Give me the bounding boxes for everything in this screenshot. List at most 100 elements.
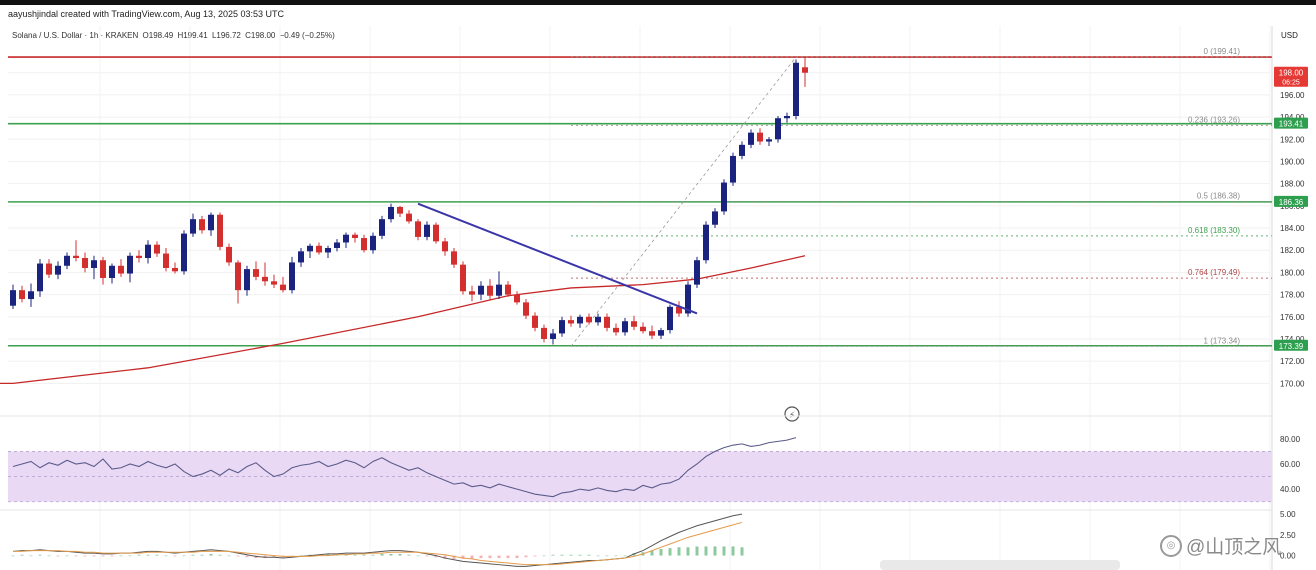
price-tick-label: 178.00 <box>1280 291 1305 300</box>
macd-histogram-bar <box>389 553 393 556</box>
candle-body <box>541 327 547 339</box>
top-dark-bar <box>0 0 1316 5</box>
candle-body <box>721 182 727 212</box>
bearish-trend-line <box>417 202 698 315</box>
candle-body <box>208 214 214 231</box>
macd-histogram-bar <box>695 546 699 556</box>
fib-level-label: 0.5 (186.38) <box>1197 192 1240 201</box>
macd-histogram-bar <box>245 555 249 558</box>
candle-body <box>91 260 97 268</box>
candle-body <box>559 320 565 334</box>
macd-histogram-bar <box>272 555 276 558</box>
macd-histogram-bar <box>92 555 96 557</box>
price-tick-label: 170.00 <box>1280 379 1305 388</box>
macd-histogram-bar <box>137 554 141 556</box>
candle-body <box>478 285 484 295</box>
candle-body <box>163 253 169 268</box>
ohlc-high: H199.41 <box>177 31 208 40</box>
macd-histogram-bar <box>380 553 384 556</box>
candle-body <box>757 132 763 142</box>
candle-body <box>118 265 124 274</box>
macd-histogram-bar <box>74 555 78 557</box>
macd-histogram-bar <box>443 555 447 559</box>
price-tick-label: 184.00 <box>1280 224 1305 233</box>
macd-histogram-bar <box>605 555 609 557</box>
macd-histogram-bar <box>731 546 735 556</box>
macd-histogram-bar <box>650 550 654 556</box>
macd-histogram-bar <box>623 555 627 557</box>
candle-body <box>199 219 205 231</box>
macd-histogram-bar <box>200 554 204 556</box>
candle-body <box>640 326 646 332</box>
macd-histogram-bar <box>398 553 402 556</box>
macd-histogram-bar <box>686 547 690 556</box>
price-badge <box>1274 117 1308 129</box>
macd-histogram-bar <box>551 554 555 556</box>
price-tick-label: 176.00 <box>1280 313 1305 322</box>
macd-histogram-bar <box>713 546 717 556</box>
fib-level-label: 0.618 (183.30) <box>1188 226 1240 235</box>
candle-body <box>406 213 412 222</box>
macd-histogram-bar <box>173 555 177 557</box>
candle-body <box>703 224 709 261</box>
candle-body <box>298 251 304 263</box>
candle-body <box>496 284 502 296</box>
candle-body <box>442 241 448 252</box>
price-badge-label: 198.00 <box>1279 69 1304 78</box>
candle-body <box>604 316 610 328</box>
candle-body <box>226 246 232 263</box>
candle-body <box>235 262 241 291</box>
candle-body <box>181 233 187 272</box>
candle-body <box>550 333 556 339</box>
macd-histogram-bar <box>155 554 159 556</box>
candle-body <box>217 214 223 247</box>
candle-body <box>10 290 16 306</box>
candle-body <box>730 155 736 183</box>
macd-histogram-bar <box>29 555 33 557</box>
ohlc-low: L196.72 <box>211 31 241 40</box>
candle-body <box>766 139 772 142</box>
macd-line <box>12 513 743 567</box>
fib-diagonal <box>570 56 797 347</box>
candle-body <box>244 269 250 291</box>
candle-body <box>802 67 808 73</box>
candle-body <box>631 321 637 327</box>
macd-histogram-bar <box>668 548 672 556</box>
candle-body <box>127 255 133 274</box>
macd-histogram-bar <box>227 555 231 557</box>
macd-histogram-bar <box>569 554 573 556</box>
candle-body <box>676 306 682 314</box>
ohlc-open: O198.49 <box>142 31 174 40</box>
macd-histogram-bar <box>146 554 150 556</box>
symbol-name[interactable]: Solana / U.S. Dollar · 1h · KRAKEN <box>12 31 139 40</box>
macd-histogram-bar <box>353 554 357 556</box>
price-tick-label: 190.00 <box>1280 157 1305 166</box>
macd-histogram-bar <box>182 555 186 557</box>
candle-body <box>55 265 61 275</box>
candle-body <box>190 219 196 234</box>
candle-body <box>64 255 70 266</box>
macd-histogram-bar <box>407 554 411 556</box>
macd-histogram-bar <box>515 555 519 559</box>
macd-histogram-bar <box>425 555 429 557</box>
macd-histogram-bar <box>614 555 618 557</box>
currency-label: USD <box>1281 31 1298 40</box>
candle-body <box>397 206 403 214</box>
candle-body <box>28 291 34 300</box>
macd-histogram-bar <box>101 555 105 557</box>
macd-histogram-bar <box>497 555 501 559</box>
price-badge <box>1274 195 1308 207</box>
created-by-caption: aayushjindal created with TradingView.co… <box>8 9 285 19</box>
watermark-text: @山顶之风 <box>1186 537 1282 558</box>
macd-histogram-bar <box>164 555 168 557</box>
rsi-line <box>12 437 797 498</box>
price-badge-label: 186.36 <box>1279 198 1304 207</box>
macd-histogram-bar <box>506 555 510 559</box>
macd-histogram-bar <box>596 555 600 557</box>
macd-histogram-bar <box>434 555 438 558</box>
price-badge <box>1274 66 1308 87</box>
candle-body <box>415 221 421 237</box>
macd-histogram-bar <box>524 555 528 558</box>
macd-histogram-bar <box>38 554 42 556</box>
